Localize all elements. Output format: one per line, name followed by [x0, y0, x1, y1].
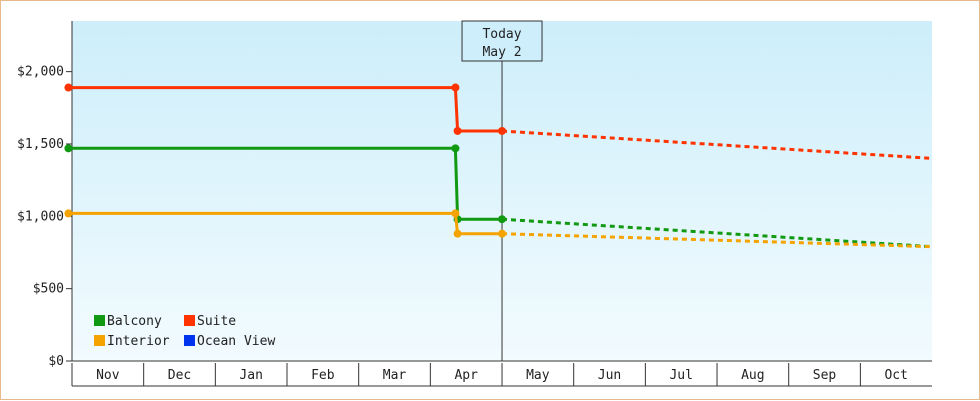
month-label: Oct [884, 368, 907, 383]
month-label: Aug [741, 368, 764, 383]
series-point-interior [498, 229, 507, 238]
month-label: Feb [311, 368, 335, 383]
y-tick-label: $1,000 [17, 209, 64, 224]
legend-swatch-suite [184, 315, 195, 326]
month-label: Nov [96, 368, 120, 383]
legend-label-balcony: Balcony [107, 314, 162, 329]
series-point-interior [453, 229, 462, 238]
series-point-suite [453, 126, 462, 135]
legend-label-suite: Suite [197, 314, 236, 329]
series-point-interior [451, 209, 460, 218]
legend-swatch-balcony [94, 315, 105, 326]
series-point-suite [498, 126, 507, 135]
month-label: Dec [168, 368, 191, 383]
y-tick-label: $1,500 [17, 137, 64, 152]
legend-swatch-ocean-view [184, 335, 195, 346]
series-line-balcony [68, 146, 502, 221]
series-point-balcony [498, 215, 507, 224]
month-label: Sep [813, 368, 837, 383]
today-date: May 2 [482, 45, 521, 60]
series-point-suite [64, 83, 73, 92]
series-line-interior [68, 211, 502, 236]
series-point-balcony [64, 144, 73, 153]
legend-label-ocean-view: Ocean View [197, 334, 275, 349]
series-line-suite [68, 86, 502, 133]
month-label: Apr [454, 368, 478, 383]
series-point-balcony [451, 144, 460, 153]
month-label: Jun [598, 368, 621, 383]
month-label: May [526, 368, 550, 383]
legend-label-interior: Interior [107, 334, 170, 349]
legend-swatch-interior [94, 335, 105, 346]
y-tick-label: $500 [33, 282, 64, 297]
month-label: Mar [383, 368, 407, 383]
today-label: Today [482, 27, 521, 42]
month-label: Jul [669, 368, 692, 383]
series-point-interior [64, 209, 73, 218]
y-tick-label: $0 [48, 354, 64, 369]
today-box [461, 20, 543, 62]
month-label: Jan [239, 368, 262, 383]
y-tick-label: $2,000 [17, 65, 64, 80]
series-point-suite [451, 83, 460, 92]
